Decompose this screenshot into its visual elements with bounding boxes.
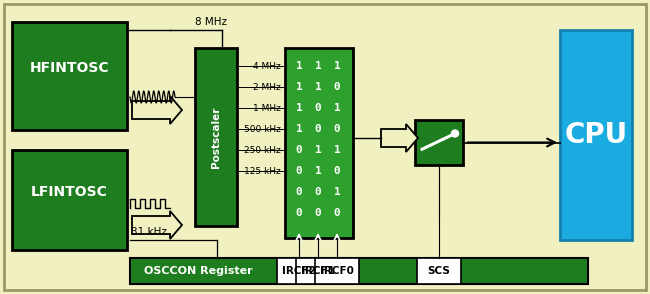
Text: 0: 0 [296,146,302,156]
Text: 1: 1 [333,146,341,156]
Text: 1: 1 [296,82,302,92]
Text: 0: 0 [315,208,321,218]
Text: 1: 1 [315,61,321,71]
Text: 1: 1 [296,124,302,134]
Text: 1: 1 [296,61,302,71]
Bar [12,150,127,250]
Text: Postscaler: Postscaler [211,106,221,168]
Text: SCS: SCS [428,266,450,276]
Text: 31 kHz: 31 kHz [131,227,167,237]
Polygon shape [132,211,182,239]
Bar [195,48,237,226]
Text: 500 kHz: 500 kHz [244,125,281,134]
Bar [296,258,340,284]
Bar [285,48,353,238]
Text: 0: 0 [296,166,302,176]
Text: 0: 0 [296,208,302,218]
Text: 0: 0 [315,187,321,197]
Text: 1: 1 [296,103,302,113]
Bar [560,30,632,240]
Bar [415,120,463,165]
Text: HFINTOSC: HFINTOSC [30,61,109,75]
Bar [130,258,588,284]
Text: 1: 1 [333,103,341,113]
Text: 0: 0 [333,166,341,176]
Bar [12,22,127,130]
Text: IRCF0: IRCF0 [320,266,354,276]
Text: 8 MHz: 8 MHz [195,17,227,27]
Text: 1: 1 [333,187,341,197]
Text: IRCF1: IRCF1 [301,266,335,276]
Text: 0: 0 [296,187,302,197]
Polygon shape [381,124,418,152]
Text: 2 MHz: 2 MHz [254,83,281,92]
Text: CPU: CPU [564,121,627,149]
Text: 1: 1 [333,61,341,71]
Text: OSCCON Register: OSCCON Register [144,266,252,276]
Text: 0: 0 [315,103,321,113]
Bar [277,258,321,284]
Text: 0: 0 [333,82,341,92]
Circle shape [452,130,458,137]
Text: IRCF2: IRCF2 [282,266,316,276]
Text: 1: 1 [315,146,321,156]
Text: 1: 1 [315,166,321,176]
Text: 0: 0 [333,124,341,134]
Bar [417,258,461,284]
Text: 1 MHz: 1 MHz [253,104,281,113]
Text: 4 MHz: 4 MHz [254,62,281,71]
Text: LFINTOSC: LFINTOSC [31,185,108,199]
Text: 0: 0 [315,124,321,134]
Polygon shape [132,96,182,124]
Text: 1: 1 [315,82,321,92]
Text: 0: 0 [333,208,341,218]
Text: 250 kHz: 250 kHz [244,146,281,155]
Text: 125 kHz: 125 kHz [244,167,281,176]
Bar [315,258,359,284]
